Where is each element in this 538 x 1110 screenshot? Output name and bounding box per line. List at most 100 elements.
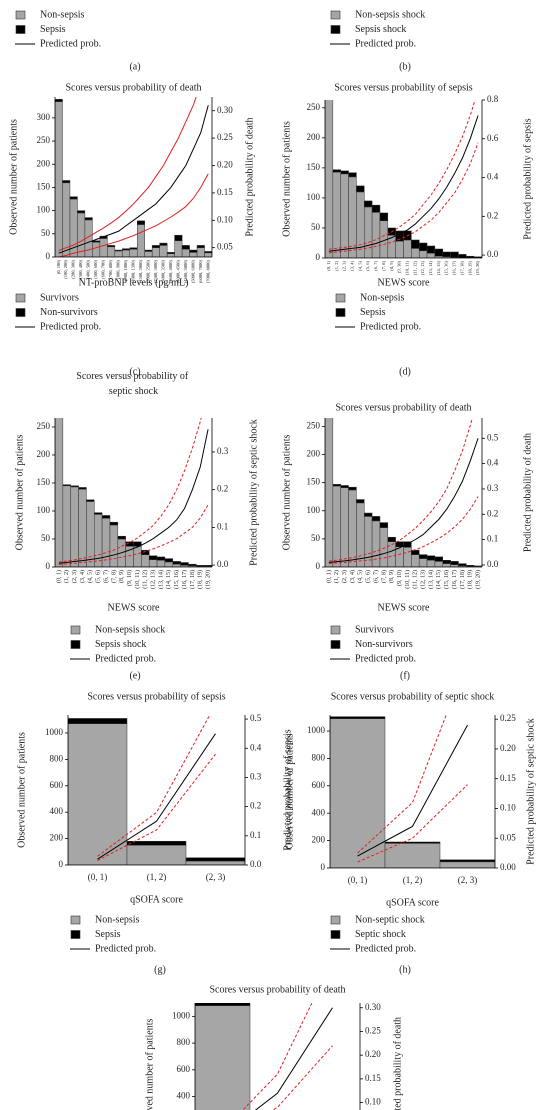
ci-line: [357, 784, 468, 863]
bar: [411, 239, 420, 249]
x-tick-label: (0, 1): [88, 872, 108, 882]
bar: [185, 857, 245, 862]
x-tick-label: (16, 17): [181, 570, 188, 589]
x-tick-label: (9, 10): [397, 261, 403, 273]
y2-tick-label: 0.15: [217, 187, 233, 197]
y-tick-label: 600: [312, 780, 326, 790]
x-tick-label: (15, 16): [444, 261, 450, 276]
y-tick-label: 300: [37, 112, 51, 122]
legend-label: Sepsis shock: [355, 24, 406, 35]
bar: [126, 840, 187, 846]
ci-line: [328, 142, 479, 254]
bar: [204, 251, 212, 254]
y-tick-label: 150: [37, 477, 51, 487]
bar: [411, 248, 420, 258]
y-tick-label: 1000: [307, 725, 326, 735]
x-tick-label: (2, 3): [342, 261, 348, 271]
y2-tick-label: 0.8: [487, 94, 499, 104]
bar: [151, 247, 160, 257]
bar: [166, 253, 175, 257]
y-axis-title: Observed number of patients: [281, 434, 292, 550]
bar: [434, 556, 443, 562]
bar: [141, 549, 150, 555]
x-axis-title: NEWS score: [378, 277, 430, 288]
bar: [473, 565, 482, 567]
bar: [185, 860, 245, 865]
legend-label: Non-sepsis: [360, 292, 405, 303]
x-tick-label: (0, 1): [325, 570, 332, 583]
legend-swatch: [330, 10, 341, 20]
y2-tick-label: 0.0: [487, 249, 499, 259]
bar: [136, 220, 145, 225]
predicted-line: [357, 724, 468, 857]
x-tick-label: (300, 400): [78, 260, 84, 279]
plot-area: [330, 715, 495, 868]
y-tick-label: 0: [316, 561, 321, 571]
bar: [70, 485, 79, 488]
y2-tick-label: 0.0: [487, 559, 499, 569]
x-tick-label: (13, 14): [427, 570, 434, 589]
bar: [55, 418, 64, 567]
legend-label: Non-sepsis shock: [95, 624, 165, 635]
bar: [159, 245, 168, 257]
x-tick-label: (12, 13): [150, 570, 157, 589]
bar: [418, 554, 428, 559]
x-tick-label: (3, 4): [350, 261, 356, 271]
y-tick-label: 250: [37, 421, 51, 431]
x-tick-label: (0, 1): [326, 261, 332, 271]
x-tick-label: (2500, 3000): [153, 260, 159, 284]
bar: [196, 245, 205, 248]
bar: [174, 234, 183, 242]
bar: [458, 563, 467, 567]
ci-line: [97, 715, 211, 857]
predicted-line: [328, 115, 479, 252]
x-tick-label: (1, 2): [147, 872, 167, 882]
legend-label: Predicted prob.: [40, 38, 101, 49]
panel-label: (a): [129, 61, 140, 72]
bar: [99, 235, 108, 239]
x-tick-label: (900, 1000): [123, 260, 129, 281]
x-tick-label: (18, 19): [197, 570, 204, 589]
panel-label: (d): [399, 366, 411, 377]
y2-tick-label: 0.05: [500, 832, 516, 842]
bar: [384, 841, 441, 844]
bar: [442, 560, 451, 564]
x-tick-label: (16, 17): [452, 261, 458, 276]
plot-area: [55, 418, 212, 567]
bar: [379, 522, 389, 528]
bar: [129, 248, 138, 257]
plot-area: [325, 100, 482, 258]
x-tick-label: (0, 1): [55, 570, 62, 583]
x-tick-label: (1000, 1500): [131, 260, 137, 284]
bar: [325, 418, 334, 567]
y-tick-label: 200: [50, 833, 64, 843]
bar: [330, 716, 386, 719]
bar: [78, 488, 87, 567]
bar: [196, 565, 205, 567]
x-tick-label: (12, 13): [420, 261, 426, 276]
bar: [340, 170, 349, 175]
bar: [340, 485, 349, 488]
x-tick-label: (800, 900): [116, 260, 122, 279]
x-tick-label: (19, 20): [475, 261, 481, 276]
x-tick-label: (1500, 2000): [138, 260, 144, 284]
x-tick-label: (1, 2): [333, 570, 340, 583]
legend-swatch: [330, 930, 341, 939]
bar: [371, 520, 381, 567]
x-tick-label: (8, 9): [389, 261, 395, 271]
y2-tick-label: 0.15: [500, 773, 516, 783]
bar: [68, 723, 128, 865]
y2-axis-title: Predicted probability of septic shock: [525, 718, 536, 865]
chart-title: Scores versus probability of death: [65, 82, 201, 93]
bar: [69, 196, 78, 200]
y2-tick-label: 0.4: [250, 742, 262, 752]
y2-tick-label: 0.0: [217, 559, 229, 569]
x-tick-label: (4, 5): [357, 261, 363, 271]
legend-swatch: [330, 915, 341, 925]
plot-area: [195, 1003, 333, 1110]
x-tick-label: (13, 14): [157, 570, 164, 589]
y2-tick-label: 0.20: [500, 743, 516, 753]
legend-label: Predicted prob.: [355, 943, 416, 954]
